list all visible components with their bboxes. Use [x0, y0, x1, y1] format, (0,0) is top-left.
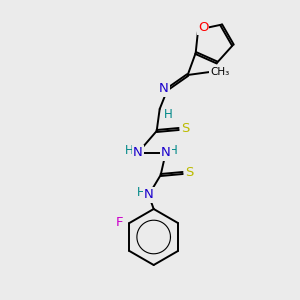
Text: H: H — [137, 185, 146, 199]
Text: N: N — [159, 82, 169, 95]
Text: F: F — [116, 215, 123, 229]
Text: H: H — [125, 145, 134, 158]
Text: N: N — [144, 188, 154, 202]
Text: CH₃: CH₃ — [210, 67, 229, 77]
Text: S: S — [185, 167, 194, 179]
Text: S: S — [182, 122, 190, 136]
Text: N: N — [161, 146, 171, 160]
Text: N: N — [133, 146, 142, 160]
Text: H: H — [164, 107, 173, 121]
Text: O: O — [198, 21, 208, 34]
Text: H: H — [169, 145, 178, 158]
